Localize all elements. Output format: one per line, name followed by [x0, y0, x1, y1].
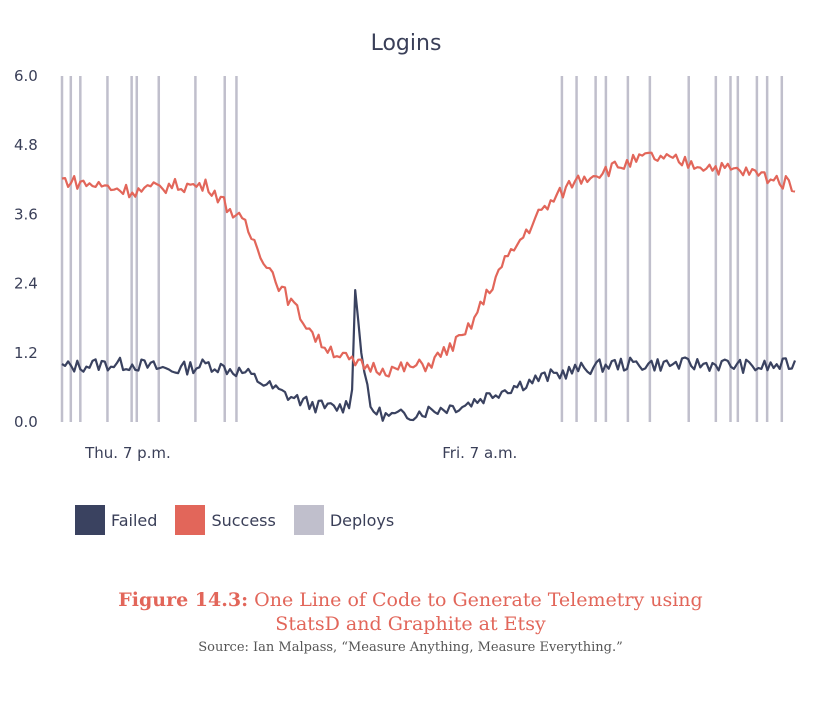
legend-item-success: Success: [175, 505, 276, 535]
legend: Failed Success Deploys: [75, 505, 394, 535]
y-tick-label: 0.0: [14, 413, 38, 431]
deploys-swatch: [293, 505, 324, 535]
figure-title-line-2: StatsD and Graphite at Etsy: [275, 613, 546, 635]
figure-label: Figure 14.3:: [118, 589, 249, 611]
failed-swatch: [75, 505, 105, 535]
series-line-failed: [61, 289, 797, 422]
y-tick-label: 4.8: [14, 136, 38, 154]
y-tick-label: 6.0: [14, 67, 38, 85]
y-tick-label: 2.4: [14, 275, 38, 293]
x-axis-ticks: Thu. 7 p.m. Fri. 7 a.m.: [84, 444, 517, 462]
y-tick-label: 3.6: [14, 205, 38, 223]
legend-label-failed: Failed: [111, 510, 158, 530]
y-tick-label: 1.2: [14, 344, 38, 362]
legend-label-success: Success: [211, 510, 276, 530]
legend-label-deploys: Deploys: [329, 510, 395, 530]
figure-title: Figure 14.3: One Line of Code to Generat…: [0, 588, 821, 612]
x-tick-label: Thu. 7 p.m.: [84, 444, 171, 462]
legend-item-deploys: Deploys: [293, 505, 395, 535]
figure-caption: Figure 14.3: One Line of Code to Generat…: [0, 588, 821, 655]
series-lines: [61, 151, 797, 422]
figure-text: One Line of Code to Generate Telemetry u…: [254, 589, 703, 611]
legend-item-failed: Failed: [75, 505, 157, 535]
chart-title: Logins: [371, 31, 442, 56]
x-tick-label: Fri. 7 a.m.: [442, 444, 517, 462]
series-line-success: [61, 151, 796, 378]
success-swatch: [175, 505, 206, 535]
figure-source: Source: Ian Malpass, “Measure Anything, …: [198, 640, 623, 655]
y-axis-ticks: 0.0 1.2 2.4 3.6 4.8 6.0: [14, 67, 38, 431]
chart: Logins 0.0 1.2 2.4 3.6 4.8 6.0 Thu. 7 p.m. Fri…: [14, 31, 797, 462]
